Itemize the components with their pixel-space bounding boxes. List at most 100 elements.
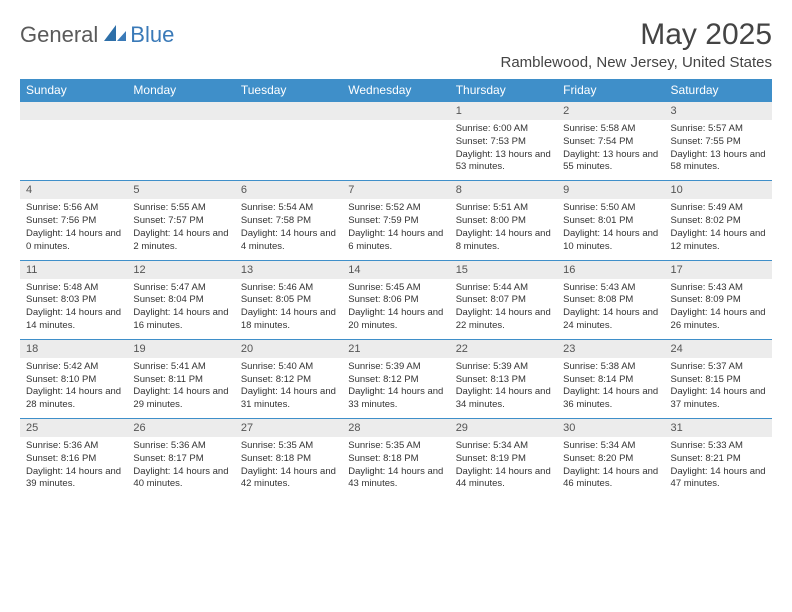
- daylight-line: Daylight: 14 hours and 16 minutes.: [133, 307, 228, 333]
- daylight-line: Daylight: 14 hours and 6 minutes.: [348, 228, 443, 254]
- logo-text-blue: Blue: [130, 22, 174, 48]
- calendar-day-cell: 22Sunrise: 5:39 AMSunset: 8:13 PMDayligh…: [450, 339, 557, 418]
- sunset-line: Sunset: 8:12 PM: [348, 374, 443, 387]
- calendar-day-cell: [342, 102, 449, 181]
- day-number: [127, 102, 234, 120]
- day-content: Sunrise: 5:52 AMSunset: 7:59 PMDaylight:…: [342, 199, 449, 259]
- daylight-line: Daylight: 14 hours and 37 minutes.: [671, 386, 766, 412]
- sunset-line: Sunset: 8:12 PM: [241, 374, 336, 387]
- day-content: Sunrise: 5:46 AMSunset: 8:05 PMDaylight:…: [235, 279, 342, 339]
- sunrise-line: Sunrise: 5:45 AM: [348, 282, 443, 295]
- day-content: Sunrise: 5:50 AMSunset: 8:01 PMDaylight:…: [557, 199, 664, 259]
- daylight-line: Daylight: 14 hours and 34 minutes.: [456, 386, 551, 412]
- day-content: Sunrise: 5:36 AMSunset: 8:16 PMDaylight:…: [20, 437, 127, 497]
- daylight-line: Daylight: 14 hours and 20 minutes.: [348, 307, 443, 333]
- sunset-line: Sunset: 8:19 PM: [456, 453, 551, 466]
- day-content: [20, 120, 127, 170]
- sunset-line: Sunset: 7:56 PM: [26, 215, 121, 228]
- sunset-line: Sunset: 8:11 PM: [133, 374, 228, 387]
- day-content: Sunrise: 5:43 AMSunset: 8:08 PMDaylight:…: [557, 279, 664, 339]
- daylight-line: Daylight: 14 hours and 42 minutes.: [241, 466, 336, 492]
- day-number: 26: [127, 419, 234, 437]
- daylight-line: Daylight: 14 hours and 22 minutes.: [456, 307, 551, 333]
- daylight-line: Daylight: 14 hours and 39 minutes.: [26, 466, 121, 492]
- sunrise-line: Sunrise: 5:52 AM: [348, 202, 443, 215]
- calendar-day-cell: 16Sunrise: 5:43 AMSunset: 8:08 PMDayligh…: [557, 260, 664, 339]
- sunrise-line: Sunrise: 5:50 AM: [563, 202, 658, 215]
- day-number: 4: [20, 181, 127, 199]
- sunset-line: Sunset: 8:20 PM: [563, 453, 658, 466]
- sunrise-line: Sunrise: 5:49 AM: [671, 202, 766, 215]
- day-number: 30: [557, 419, 664, 437]
- day-content: Sunrise: 5:38 AMSunset: 8:14 PMDaylight:…: [557, 358, 664, 418]
- sunset-line: Sunset: 8:18 PM: [241, 453, 336, 466]
- sunset-line: Sunset: 8:10 PM: [26, 374, 121, 387]
- title-block: May 2025 Ramblewood, New Jersey, United …: [500, 18, 772, 71]
- calendar-table: SundayMondayTuesdayWednesdayThursdayFrid…: [20, 79, 772, 497]
- day-number: [342, 102, 449, 120]
- sunset-line: Sunset: 8:05 PM: [241, 294, 336, 307]
- daylight-line: Daylight: 14 hours and 46 minutes.: [563, 466, 658, 492]
- sunrise-line: Sunrise: 5:37 AM: [671, 361, 766, 374]
- day-number: 17: [665, 261, 772, 279]
- day-content: Sunrise: 5:56 AMSunset: 7:56 PMDaylight:…: [20, 199, 127, 259]
- daylight-line: Daylight: 14 hours and 28 minutes.: [26, 386, 121, 412]
- calendar-day-cell: 17Sunrise: 5:43 AMSunset: 8:09 PMDayligh…: [665, 260, 772, 339]
- dayname-header: Friday: [557, 79, 664, 102]
- day-number: 11: [20, 261, 127, 279]
- sunrise-line: Sunrise: 5:38 AM: [563, 361, 658, 374]
- sunrise-line: Sunrise: 5:39 AM: [456, 361, 551, 374]
- calendar-day-cell: 31Sunrise: 5:33 AMSunset: 8:21 PMDayligh…: [665, 419, 772, 498]
- day-content: Sunrise: 5:35 AMSunset: 8:18 PMDaylight:…: [342, 437, 449, 497]
- daylight-line: Daylight: 14 hours and 12 minutes.: [671, 228, 766, 254]
- daylight-line: Daylight: 14 hours and 33 minutes.: [348, 386, 443, 412]
- month-title: May 2025: [500, 18, 772, 52]
- day-content: Sunrise: 5:35 AMSunset: 8:18 PMDaylight:…: [235, 437, 342, 497]
- calendar-day-cell: 13Sunrise: 5:46 AMSunset: 8:05 PMDayligh…: [235, 260, 342, 339]
- sunset-line: Sunset: 8:00 PM: [456, 215, 551, 228]
- calendar-day-cell: 1Sunrise: 6:00 AMSunset: 7:53 PMDaylight…: [450, 102, 557, 181]
- calendar-day-cell: 7Sunrise: 5:52 AMSunset: 7:59 PMDaylight…: [342, 181, 449, 260]
- day-content: Sunrise: 5:49 AMSunset: 8:02 PMDaylight:…: [665, 199, 772, 259]
- day-number: 25: [20, 419, 127, 437]
- day-content: Sunrise: 5:34 AMSunset: 8:20 PMDaylight:…: [557, 437, 664, 497]
- sunrise-line: Sunrise: 5:58 AM: [563, 123, 658, 136]
- sunrise-line: Sunrise: 5:44 AM: [456, 282, 551, 295]
- sunset-line: Sunset: 8:17 PM: [133, 453, 228, 466]
- day-number: 19: [127, 340, 234, 358]
- day-number: 7: [342, 181, 449, 199]
- sunset-line: Sunset: 7:57 PM: [133, 215, 228, 228]
- daylight-line: Daylight: 13 hours and 55 minutes.: [563, 149, 658, 175]
- calendar-week-row: 11Sunrise: 5:48 AMSunset: 8:03 PMDayligh…: [20, 260, 772, 339]
- daylight-line: Daylight: 14 hours and 4 minutes.: [241, 228, 336, 254]
- sunrise-line: Sunrise: 5:41 AM: [133, 361, 228, 374]
- day-content: Sunrise: 5:40 AMSunset: 8:12 PMDaylight:…: [235, 358, 342, 418]
- day-content: Sunrise: 5:58 AMSunset: 7:54 PMDaylight:…: [557, 120, 664, 180]
- sunrise-line: Sunrise: 5:43 AM: [563, 282, 658, 295]
- sunset-line: Sunset: 8:01 PM: [563, 215, 658, 228]
- day-content: [127, 120, 234, 170]
- day-number: [20, 102, 127, 120]
- sunrise-line: Sunrise: 5:55 AM: [133, 202, 228, 215]
- calendar-day-cell: 26Sunrise: 5:36 AMSunset: 8:17 PMDayligh…: [127, 419, 234, 498]
- calendar-day-cell: 4Sunrise: 5:56 AMSunset: 7:56 PMDaylight…: [20, 181, 127, 260]
- sunset-line: Sunset: 8:08 PM: [563, 294, 658, 307]
- calendar-day-cell: [20, 102, 127, 181]
- logo-text-general: General: [20, 22, 98, 48]
- daylight-line: Daylight: 13 hours and 58 minutes.: [671, 149, 766, 175]
- calendar-day-cell: 23Sunrise: 5:38 AMSunset: 8:14 PMDayligh…: [557, 339, 664, 418]
- sunset-line: Sunset: 8:15 PM: [671, 374, 766, 387]
- daylight-line: Daylight: 14 hours and 0 minutes.: [26, 228, 121, 254]
- calendar-day-cell: 11Sunrise: 5:48 AMSunset: 8:03 PMDayligh…: [20, 260, 127, 339]
- day-number: 10: [665, 181, 772, 199]
- calendar-week-row: 4Sunrise: 5:56 AMSunset: 7:56 PMDaylight…: [20, 181, 772, 260]
- calendar-week-row: 18Sunrise: 5:42 AMSunset: 8:10 PMDayligh…: [20, 339, 772, 418]
- sunrise-line: Sunrise: 5:46 AM: [241, 282, 336, 295]
- daylight-line: Daylight: 14 hours and 29 minutes.: [133, 386, 228, 412]
- calendar-day-cell: 15Sunrise: 5:44 AMSunset: 8:07 PMDayligh…: [450, 260, 557, 339]
- sunrise-line: Sunrise: 5:36 AM: [26, 440, 121, 453]
- calendar-day-cell: 28Sunrise: 5:35 AMSunset: 8:18 PMDayligh…: [342, 419, 449, 498]
- dayname-header: Thursday: [450, 79, 557, 102]
- calendar-day-cell: 3Sunrise: 5:57 AMSunset: 7:55 PMDaylight…: [665, 102, 772, 181]
- daylight-line: Daylight: 14 hours and 36 minutes.: [563, 386, 658, 412]
